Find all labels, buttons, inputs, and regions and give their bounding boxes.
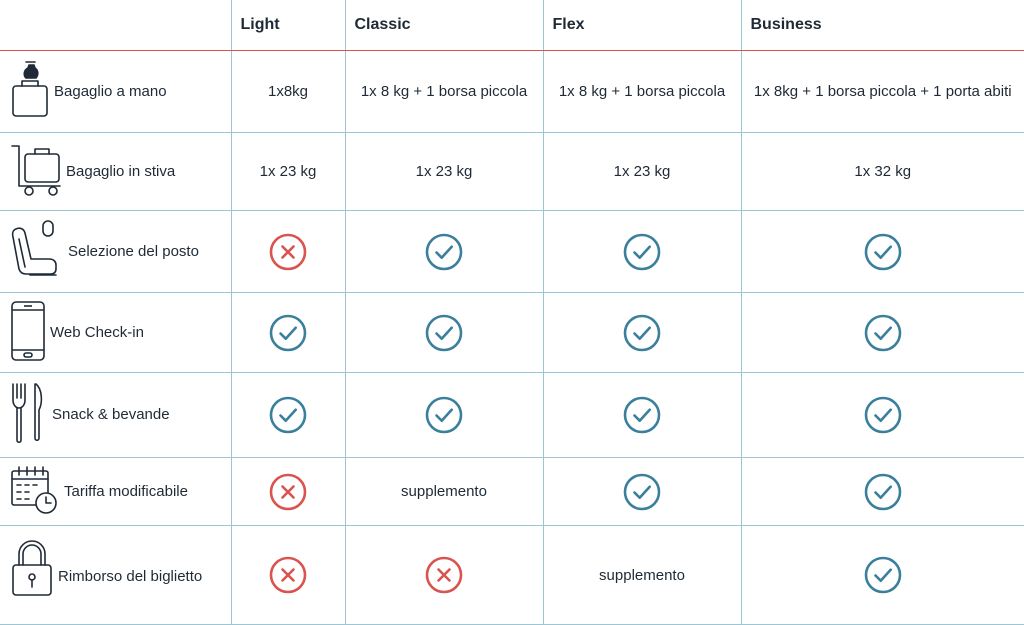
feature-label: Selezione del posto bbox=[68, 242, 199, 260]
cell-flex bbox=[542, 210, 741, 293]
cell-classic: 1x 23 kg bbox=[344, 132, 543, 211]
cell-business bbox=[740, 457, 1024, 526]
check-icon bbox=[864, 314, 902, 351]
check-icon bbox=[864, 473, 902, 510]
check-icon bbox=[425, 233, 463, 270]
cell-business bbox=[740, 525, 1024, 625]
cell-value: supplemento bbox=[599, 566, 685, 584]
smartphone-icon bbox=[10, 300, 46, 366]
header-flex: Flex bbox=[542, 0, 741, 51]
feature-label-group: Bagaglio in stiva bbox=[10, 142, 231, 202]
cell-value: 1x 32 kg bbox=[854, 163, 912, 180]
cell-classic bbox=[344, 525, 543, 625]
feature-cell: Rimborso del biglietto bbox=[0, 525, 231, 625]
header-classic: Classic bbox=[344, 0, 543, 51]
feature-label-group: Rimborso del biglietto bbox=[10, 531, 231, 619]
cross-icon bbox=[425, 556, 463, 594]
cell-business bbox=[740, 210, 1024, 293]
table-row: Selezione del posto bbox=[0, 210, 1024, 293]
check-icon bbox=[425, 396, 463, 434]
cell-value: 1x 23 kg bbox=[415, 163, 473, 180]
cell-classic bbox=[344, 210, 543, 293]
feature-cell: Bagaglio a mano bbox=[0, 50, 231, 133]
feature-label-group: Selezione del posto bbox=[10, 217, 231, 287]
cell-flex: 1x 23 kg bbox=[542, 132, 741, 211]
cell-value: 1x 23 kg bbox=[613, 163, 671, 180]
table-row: Tariffa modificabile supplemento bbox=[0, 457, 1024, 526]
padlock-icon bbox=[10, 539, 54, 603]
cell-classic: supplemento bbox=[344, 457, 543, 526]
cell-value: 1x 8 kg + 1 borsa piccola bbox=[558, 83, 726, 100]
feature-label-group: Bagaglio a mano bbox=[10, 60, 231, 124]
cell-flex bbox=[542, 372, 741, 458]
feature-label: Tariffa modificabile bbox=[64, 482, 188, 500]
handbag-icon bbox=[10, 60, 50, 124]
feature-cell: Selezione del posto bbox=[0, 210, 231, 293]
header-row: Light Classic Flex Business bbox=[0, 0, 1024, 51]
feature-label: Bagaglio a mano bbox=[54, 82, 167, 100]
feature-label-group: Tariffa modificabile bbox=[10, 465, 231, 519]
cell-business bbox=[740, 372, 1024, 458]
check-icon bbox=[864, 396, 902, 434]
cell-business: 1x 32 kg bbox=[740, 132, 1024, 211]
cell-value: supplemento bbox=[401, 483, 487, 500]
header-corner bbox=[0, 0, 231, 51]
cell-flex bbox=[542, 457, 741, 526]
check-icon bbox=[269, 314, 307, 351]
cell-light bbox=[230, 292, 345, 373]
feature-label: Snack & bevande bbox=[52, 406, 170, 423]
cell-value: 1x 8 kg + 1 borsa piccola bbox=[360, 83, 528, 100]
feature-cell: Web Check-in bbox=[0, 292, 231, 373]
feature-label: Rimborso del biglietto bbox=[58, 568, 203, 585]
cell-business bbox=[740, 292, 1024, 373]
fork-knife-icon bbox=[10, 380, 48, 450]
check-icon bbox=[623, 396, 661, 434]
check-icon bbox=[864, 233, 902, 270]
cell-light: 1x8kg bbox=[230, 50, 345, 133]
cell-flex bbox=[542, 292, 741, 373]
cell-classic bbox=[344, 372, 543, 458]
cell-value: 1x 23 kg bbox=[259, 163, 317, 180]
table-row: Web Check-in bbox=[0, 292, 1024, 373]
seat-icon bbox=[10, 217, 64, 287]
check-icon bbox=[425, 314, 463, 351]
feature-label-group: Web Check-in bbox=[10, 300, 231, 366]
cell-light bbox=[230, 457, 345, 526]
feature-label: Web Check-in bbox=[50, 323, 144, 341]
check-icon bbox=[623, 473, 661, 510]
luggage-cart-icon bbox=[10, 142, 62, 202]
table-row: Bagaglio in stiva 1x 23 kg 1x 23 kg 1x 23 k… bbox=[0, 132, 1024, 211]
calendar-clock-icon bbox=[10, 465, 60, 519]
cross-icon bbox=[269, 473, 307, 510]
cell-business: 1x 8kg + 1 borsa piccola + 1 porta abiti bbox=[740, 50, 1024, 133]
cell-light bbox=[230, 372, 345, 458]
cell-classic: 1x 8 kg + 1 borsa piccola bbox=[344, 50, 543, 133]
cell-light bbox=[230, 210, 345, 293]
cross-icon bbox=[269, 556, 307, 594]
cell-value: 1x8kg bbox=[267, 83, 309, 100]
cross-icon bbox=[269, 233, 307, 270]
cell-light: 1x 23 kg bbox=[230, 132, 345, 211]
header-business: Business bbox=[740, 0, 1024, 51]
table-row: Snack & bevande bbox=[0, 372, 1024, 458]
cell-light bbox=[230, 525, 345, 625]
check-icon bbox=[864, 556, 902, 594]
cell-classic bbox=[344, 292, 543, 373]
feature-cell: Bagaglio in stiva bbox=[0, 132, 231, 211]
check-icon bbox=[623, 314, 661, 351]
check-icon bbox=[623, 233, 661, 270]
cell-flex: supplemento bbox=[542, 525, 741, 625]
feature-cell: Tariffa modificabile bbox=[0, 457, 231, 526]
check-icon bbox=[269, 396, 307, 434]
cell-value: 1x 8kg + 1 borsa piccola + 1 porta abiti bbox=[753, 83, 1012, 100]
feature-label: Bagaglio in stiva bbox=[66, 162, 176, 180]
table-row: Bagaglio a mano 1x8kg 1x 8 kg + 1 borsa pi… bbox=[0, 50, 1024, 133]
table-row: Rimborso del biglietto supplemento bbox=[0, 525, 1024, 625]
feature-label-group: Snack & bevande bbox=[10, 380, 231, 450]
feature-cell: Snack & bevande bbox=[0, 372, 231, 458]
header-light: Light bbox=[230, 0, 345, 51]
cell-flex: 1x 8 kg + 1 borsa piccola bbox=[542, 50, 741, 133]
